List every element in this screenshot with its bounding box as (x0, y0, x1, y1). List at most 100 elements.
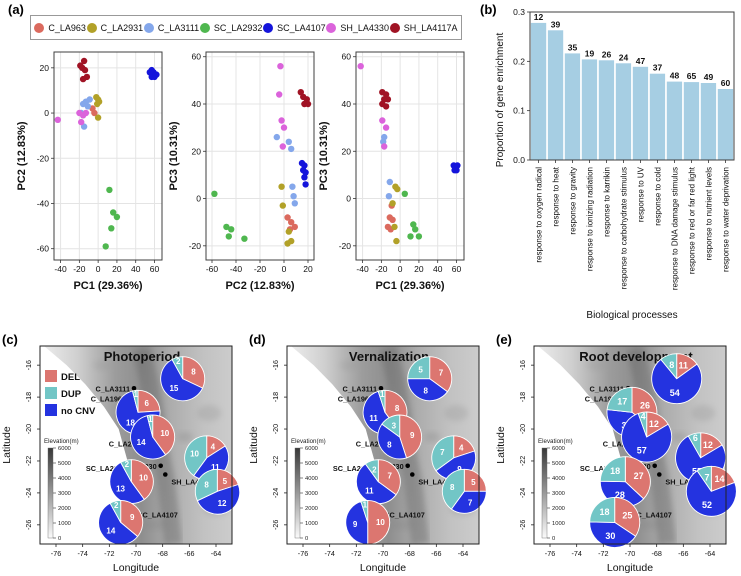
svg-text:-20: -20 (73, 264, 86, 274)
svg-text:8: 8 (204, 480, 209, 489)
svg-text:C_LA2931: C_LA2931 (603, 439, 638, 448)
svg-text:SC_LA4107: SC_LA4107 (385, 510, 425, 519)
svg-text:-70: -70 (378, 549, 388, 558)
series-SH_LA4330 (54, 109, 90, 126)
svg-text:-16: -16 (271, 360, 280, 370)
pie-SC_LA4107: 25 30 18 (589, 496, 641, 548)
pie-C_LA3111: 8 15 2 (160, 356, 206, 402)
svg-text:PC1 (29.36%): PC1 (29.36%) (375, 280, 444, 292)
svg-text:-18: -18 (518, 392, 527, 402)
svg-text:18: 18 (610, 466, 620, 476)
svg-text:C_LA3111: C_LA3111 (343, 384, 377, 393)
legend-item-C_LA2931: C_LA2931 (86, 22, 144, 33)
svg-text:C_LA2931: C_LA2931 (109, 439, 144, 448)
legend-item-SC_LA4107: SC_LA4107 (263, 22, 326, 33)
svg-text:-72: -72 (104, 549, 114, 558)
svg-text:C_LA1963: C_LA1963 (585, 395, 620, 404)
svg-text:2: 2 (125, 460, 130, 469)
legend-dot-icon (86, 22, 97, 33)
svg-text:0.0: 0.0 (513, 155, 525, 165)
svg-text:6: 6 (145, 399, 150, 408)
svg-text:PC2 (12.83%): PC2 (12.83%) (225, 280, 294, 292)
svg-text:10: 10 (139, 474, 148, 483)
pie-SH_LA4117A: 14 52 7 (685, 465, 737, 517)
pie-C_LA2931: 9 8 3 (377, 414, 423, 460)
svg-text:60: 60 (452, 264, 462, 274)
svg-text:C_LA3111: C_LA3111 (96, 384, 130, 393)
svg-text:1: 1 (363, 500, 368, 509)
pie-C_LA3111: 7 8 5 (407, 356, 453, 402)
svg-text:7: 7 (439, 369, 444, 378)
svg-text:-74: -74 (324, 549, 334, 558)
svg-text:-64: -64 (705, 549, 715, 558)
svg-text:-66: -66 (184, 549, 194, 558)
svg-text:DUP: DUP (61, 389, 82, 400)
svg-text:4: 4 (641, 412, 646, 422)
svg-text:-70: -70 (625, 549, 635, 558)
legend-dot-icon (389, 22, 400, 33)
svg-text:40: 40 (192, 99, 202, 109)
svg-text:11: 11 (365, 487, 374, 496)
map-vernalization: Vernalization Elevation(m)6000 5000 4000 300… (248, 345, 487, 574)
svg-text:-76: -76 (545, 549, 555, 558)
svg-text:response to water deprivation: response to water deprivation (722, 167, 731, 272)
svg-text:-22: -22 (24, 456, 33, 466)
svg-text:0: 0 (552, 536, 555, 542)
svg-text:response to oxygen radical: response to oxygen radical (535, 167, 544, 263)
svg-text:Latitude: Latitude (495, 426, 507, 464)
svg-text:15: 15 (169, 384, 178, 393)
legend-dot-icon (199, 22, 210, 33)
svg-text:PC3 (10.31%): PC3 (10.31%) (168, 121, 180, 190)
svg-text:-68: -68 (651, 549, 661, 558)
map-photoperiod: Photoperiod DEL DUP no CNV Elevation(m)6000 5… (0, 330, 247, 576)
svg-text:6: 6 (693, 433, 698, 443)
svg-text:-20: -20 (189, 241, 202, 251)
svg-text:39: 39 (551, 19, 561, 29)
svg-text:-18: -18 (24, 392, 33, 402)
svg-text:-40: -40 (37, 198, 50, 208)
svg-text:0: 0 (398, 264, 403, 274)
svg-text:1000: 1000 (305, 521, 318, 527)
series-SH_LA4117A (77, 57, 91, 83)
svg-text:0: 0 (346, 194, 351, 204)
svg-text:10: 10 (160, 429, 169, 438)
legend-item-label: SC_LA2932 (213, 22, 263, 33)
svg-text:-20: -20 (375, 264, 388, 274)
svg-text:14: 14 (137, 438, 146, 447)
svg-text:1000: 1000 (552, 521, 565, 527)
svg-text:13: 13 (116, 484, 125, 493)
svg-text:0: 0 (44, 108, 49, 118)
svg-text:20: 20 (342, 146, 352, 156)
pie-SH_LA4117A: 5 12 8 (194, 468, 241, 515)
svg-text:12: 12 (649, 419, 659, 429)
svg-text:-68: -68 (404, 549, 414, 558)
svg-text:25: 25 (622, 510, 632, 520)
svg-text:14: 14 (715, 474, 725, 484)
svg-text:-76: -76 (51, 549, 61, 558)
svg-text:-26: -26 (271, 520, 280, 530)
series-SC_LA2932 (102, 186, 121, 250)
svg-text:24: 24 (619, 52, 629, 62)
legend-item-label: C_LA2931 (100, 22, 144, 33)
svg-text:48: 48 (670, 71, 680, 81)
svg-text:PC2 (12.83%): PC2 (12.83%) (16, 121, 28, 190)
svg-text:C_LA3111: C_LA3111 (590, 384, 624, 393)
svg-text:SC_LA2932: SC_LA2932 (333, 464, 373, 473)
svg-text:0: 0 (96, 264, 101, 274)
svg-text:0: 0 (282, 264, 287, 274)
svg-text:8: 8 (669, 360, 674, 370)
svg-text:37: 37 (653, 63, 663, 73)
svg-text:49: 49 (704, 72, 714, 82)
svg-text:response to UV: response to UV (637, 166, 646, 222)
panel-a-label: (a) (8, 2, 24, 17)
svg-text:-24: -24 (518, 488, 527, 498)
elevation-legend: Elevation(m)6000 5000 4000 3000 2000 1000 0 (291, 438, 326, 542)
svg-text:-64: -64 (211, 549, 221, 558)
svg-text:-16: -16 (24, 360, 33, 370)
svg-text:-20: -20 (37, 153, 50, 163)
svg-text:26: 26 (640, 401, 650, 411)
site-SH_LA4117A: SH_LA4117A (163, 472, 217, 487)
series-C_LA2931 (93, 94, 103, 121)
svg-text:3000: 3000 (305, 491, 318, 497)
